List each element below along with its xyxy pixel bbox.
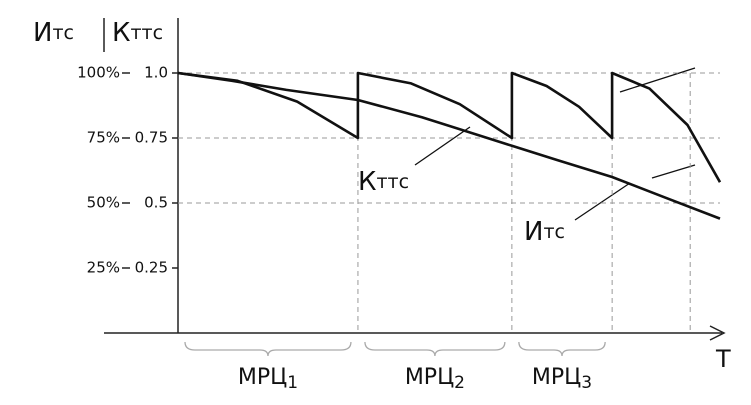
y2-title: Итс: [33, 18, 74, 48]
y-tick-label: 0.5: [144, 194, 168, 212]
x-title: T: [715, 345, 731, 373]
x-axis-arrow: [709, 325, 726, 341]
cycle-label: МРЦ1: [238, 365, 298, 393]
y-tick-label: 0.25: [135, 259, 168, 277]
cycle-label-main: МРЦ: [532, 365, 581, 390]
series-label: Кттс: [358, 167, 409, 197]
leader-line: [574, 182, 631, 221]
series-label: Итс: [524, 217, 565, 247]
y2-tick-label: 75%: [87, 129, 120, 147]
cycle-label-sub: 1: [287, 373, 298, 393]
cycle-label-main: МРЦ: [238, 365, 287, 390]
series-line: [177, 71, 721, 220]
pointer-line: [619, 67, 696, 93]
y2-tick-label: 25%: [87, 259, 120, 277]
cycle-brace: [518, 341, 606, 357]
y2-tick-label: 50%: [87, 194, 120, 212]
leader-line: [414, 126, 471, 166]
cycle-label-sub: 3: [581, 373, 592, 393]
y-tick-label: 1.0: [144, 64, 168, 82]
y2-tick-label: 100%: [77, 64, 120, 82]
y-title: Кттс: [112, 18, 163, 48]
cycle-label: МРЦ2: [405, 365, 465, 393]
y-tick-label: 0.75: [135, 129, 168, 147]
cycle-brace: [184, 341, 352, 357]
series-line: [177, 71, 722, 183]
cycle-label-sub: 2: [454, 373, 465, 393]
cycle-label: МРЦ3: [532, 365, 592, 393]
pointer-line: [651, 164, 696, 179]
cycle-brace: [364, 341, 506, 357]
cycle-label-main: МРЦ: [405, 365, 454, 390]
